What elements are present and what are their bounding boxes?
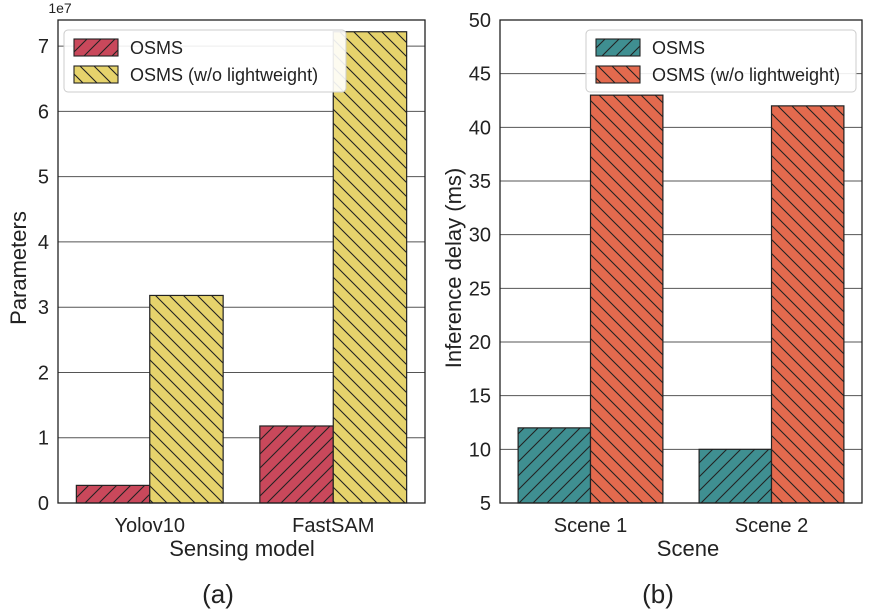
y-tick-label: 5 <box>38 167 49 189</box>
chart-panel-b: 5 10 15 20 25 30 35 40 45 50 Scene 1 Scene 2 Infer… <box>441 10 863 609</box>
x-tick-label: Scene 2 <box>735 515 808 537</box>
bar-hatch <box>698 448 773 504</box>
legend-swatch-hatch <box>595 38 641 57</box>
panel-a-gridlines <box>58 45 425 504</box>
y-tick-label: 15 <box>469 386 491 408</box>
y-tick-label: 7 <box>38 36 49 58</box>
panel-b-y-ticks: 5 10 15 20 25 30 35 40 45 50 <box>469 10 491 515</box>
chart-panel-a: 0 1 2 3 4 5 6 7 Yolov10 FastSAM 1e7 Parameters S… <box>6 0 426 609</box>
y-tick-label: 30 <box>469 225 491 247</box>
bar-hatch <box>332 31 408 504</box>
y-tick-label: 0 <box>38 493 49 515</box>
panel-b-caption: (b) <box>642 579 674 609</box>
y-tick-label: 50 <box>469 10 491 32</box>
panel-b-x-ticks: Scene 1 Scene 2 <box>554 515 808 537</box>
bar-hatch <box>589 94 664 504</box>
panel-a-x-ticks: Yolov10 FastSAM <box>115 515 375 537</box>
panel-a-legend: OSMS OSMS (w/o lightweight) <box>63 29 347 93</box>
panel-a-x-axis-label: Sensing model <box>169 536 315 561</box>
y-tick-label: 4 <box>38 232 49 254</box>
panel-b-x-axis-label: Scene <box>657 536 719 561</box>
panel-a-caption: (a) <box>202 579 234 609</box>
panel-b-plot-frame <box>499 19 863 504</box>
y-tick-label: 6 <box>38 101 49 123</box>
x-tick-label: Scene 1 <box>554 515 627 537</box>
panel-a-y-ticks: 0 1 2 3 4 5 6 7 <box>38 36 49 515</box>
legend-frame <box>63 29 347 93</box>
legend-label: OSMS <box>130 38 183 58</box>
legend-swatch-hatch <box>73 38 119 57</box>
y-tick-label: 45 <box>469 64 491 86</box>
panel-a-bars <box>75 31 408 504</box>
panel-b-legend: OSMS OSMS (w/o lightweight) <box>585 29 857 93</box>
bar-hatch <box>517 427 592 504</box>
legend-label: OSMS <box>652 38 705 58</box>
panel-a-y-axis-label: Parameters <box>6 211 31 325</box>
y-tick-label: 40 <box>469 117 491 139</box>
y-tick-label: 35 <box>469 171 491 193</box>
bar-hatch <box>75 484 151 504</box>
panel-b-bars <box>517 94 845 504</box>
y-tick-label: 25 <box>469 278 491 300</box>
x-tick-label: FastSAM <box>292 515 374 537</box>
panel-b-y-axis-label: Inference delay (ms) <box>441 168 466 369</box>
legend-swatch-hatch <box>595 65 641 84</box>
y-tick-label: 2 <box>38 362 49 384</box>
bar-hatch <box>770 105 845 504</box>
y-tick-label: 10 <box>469 439 491 461</box>
panel-a-plot-frame <box>57 19 426 504</box>
y-tick-label: 20 <box>469 332 491 354</box>
y-tick-label: 3 <box>38 297 49 319</box>
x-tick-label: Yolov10 <box>115 515 185 537</box>
y-tick-label: 5 <box>480 493 491 515</box>
panel-a-exponent-label: 1e7 <box>48 0 72 16</box>
y-tick-label: 1 <box>38 428 49 450</box>
legend-label: OSMS (w/o lightweight) <box>652 65 840 85</box>
legend-swatch-hatch <box>73 65 119 84</box>
legend-frame <box>585 29 857 93</box>
legend-label: OSMS (w/o lightweight) <box>130 65 318 85</box>
bar-hatch <box>259 425 334 504</box>
bar-hatch <box>149 294 224 504</box>
